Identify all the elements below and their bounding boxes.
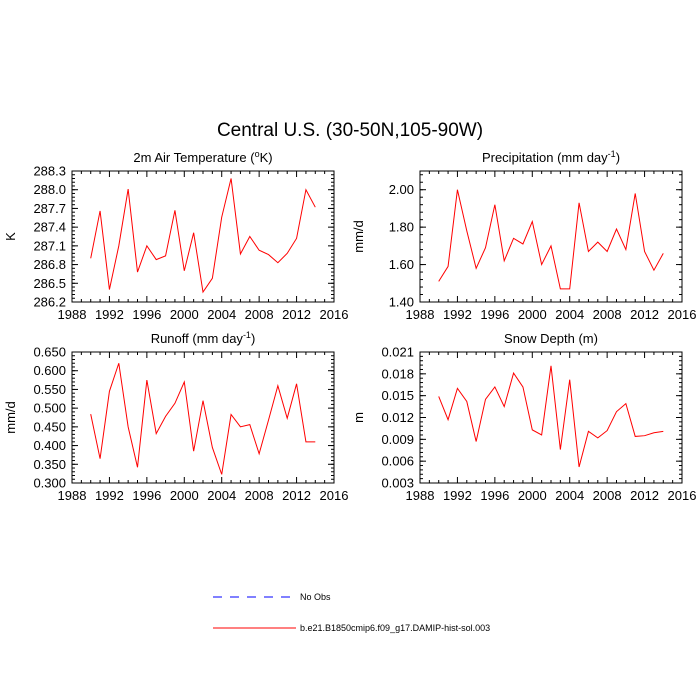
y-tick-label: 2.00 [389, 182, 414, 197]
x-tick-label: 2012 [630, 307, 659, 322]
y-tick-label: 1.60 [389, 257, 414, 272]
panel-title-suffix: K) [260, 150, 273, 165]
panel-title-text: Precipitation (mm day [482, 150, 608, 165]
y-tick-label: 0.350 [33, 457, 66, 472]
y-tick-label: 0.009 [381, 432, 414, 447]
y-axis-label: K [3, 232, 18, 241]
panel-title-text: 2m Air Temperature ( [133, 150, 255, 165]
y-tick-label: 0.500 [33, 401, 66, 416]
x-tick-label: 2000 [518, 488, 547, 503]
x-tick-label: 2008 [245, 488, 274, 503]
series-line [438, 189, 664, 290]
x-tick-label: 1996 [480, 307, 509, 322]
x-tick-label: 1988 [58, 307, 87, 322]
x-tick-label: 2004 [207, 488, 236, 503]
y-tick-label: 288.3 [33, 164, 66, 179]
x-tick-label: 2016 [320, 488, 349, 503]
panel-title: Runoff (mm day-1) [151, 330, 256, 346]
x-tick-label: 1992 [95, 307, 124, 322]
main-title: Central U.S. (30-50N,105-90W) [217, 120, 483, 141]
panels: 2m Air Temperature (oK) K 1988 1992 1996 2000… [3, 149, 696, 503]
panel-title: Snow Depth (m) [504, 331, 598, 346]
x-tick-label: 2016 [320, 307, 349, 322]
x-tick-label: 1992 [95, 488, 124, 503]
y-tick-label: 288.0 [33, 182, 66, 197]
x-tick-label: 2008 [593, 488, 622, 503]
panel-title-text: Snow Depth (m) [504, 331, 598, 346]
y-tick-label: 0.450 [33, 419, 66, 434]
x-tick-label: 1992 [443, 307, 472, 322]
y-tick-label: 0.018 [381, 366, 414, 381]
x-tick-label: 2004 [207, 307, 236, 322]
panel-title: Precipitation (mm day-1) [482, 149, 620, 165]
y-tick-label: 0.012 [381, 410, 414, 425]
x-tick-label: 2004 [555, 307, 584, 322]
y-tick-label: 0.003 [381, 476, 414, 491]
y-axis-label: mm/d [351, 220, 366, 253]
x-tick-label: 1988 [406, 307, 435, 322]
panel-1: 2m Air Temperature (oK) K 1988 1992 1996 2000… [3, 149, 348, 322]
y-tick-label: 0.015 [381, 388, 414, 403]
y-tick-label: 0.550 [33, 382, 66, 397]
x-tick-label: 1996 [132, 307, 161, 322]
x-tick-label: 2012 [630, 488, 659, 503]
y-tick-label: 287.7 [33, 201, 66, 216]
panel-title-superscript: -1 [243, 330, 251, 340]
x-tick-label: 1996 [132, 488, 161, 503]
panel-title-superscript: -1 [608, 149, 616, 159]
y-tick-label: 287.1 [33, 238, 66, 253]
x-tick-label: 2012 [282, 307, 311, 322]
y-tick-label: 0.650 [33, 345, 66, 360]
legend-label: b.e21.B1850cmip6.f09_g17.DAMIP-hist-sol.… [300, 623, 490, 633]
y-tick-label: 0.600 [33, 363, 66, 378]
panel-title-suffix: ) [251, 331, 255, 346]
legend: No Obs b.e21.B1850cmip6.f09_g17.DAMIP-his… [213, 592, 490, 633]
x-tick-label: 2004 [555, 488, 584, 503]
panel-title-superscript: o [255, 149, 260, 159]
y-tick-label: 286.2 [33, 295, 66, 310]
legend-item: No Obs [213, 592, 331, 602]
y-tick-label: 1.80 [389, 220, 414, 235]
x-tick-label: 2000 [170, 488, 199, 503]
x-tick-label: 2000 [170, 307, 199, 322]
panel-3: Runoff (mm day-1) mm/d 1988 1992 1996 2000 200… [3, 330, 348, 503]
x-tick-label: 2012 [282, 488, 311, 503]
y-tick-label: 287.4 [33, 220, 66, 235]
x-tick-label: 2000 [518, 307, 547, 322]
y-tick-label: 0.400 [33, 438, 66, 453]
panel-4: Snow Depth (m) m 1988 1992 1996 2000 2004 2008 2… [351, 331, 696, 503]
x-tick-label: 2016 [668, 488, 697, 503]
y-tick-label: 286.8 [33, 257, 66, 272]
x-tick-label: 1996 [480, 488, 509, 503]
series-line [90, 363, 316, 475]
x-tick-label: 1988 [58, 488, 87, 503]
x-tick-label: 2016 [668, 307, 697, 322]
y-tick-label: 1.40 [389, 295, 414, 310]
y-tick-label: 0.006 [381, 454, 414, 469]
series-line [438, 365, 664, 468]
x-tick-label: 2008 [245, 307, 274, 322]
panel-title-suffix: ) [616, 150, 620, 165]
series-line [90, 178, 316, 294]
panel-title: 2m Air Temperature (oK) [133, 149, 272, 165]
x-tick-label: 1992 [443, 488, 472, 503]
y-axis-label: mm/d [3, 401, 18, 434]
y-tick-label: 0.021 [381, 345, 414, 360]
legend-label: No Obs [300, 592, 331, 602]
y-tick-label: 286.5 [33, 276, 66, 291]
panel-title-text: Runoff (mm day [151, 331, 244, 346]
panel-2: Precipitation (mm day-1) mm/d 1988 1992 1996… [351, 149, 696, 322]
y-axis-label: m [351, 412, 366, 423]
y-tick-label: 0.300 [33, 476, 66, 491]
legend-item: b.e21.B1850cmip6.f09_g17.DAMIP-hist-sol.… [213, 623, 490, 633]
x-tick-label: 2008 [593, 307, 622, 322]
x-tick-label: 1988 [406, 488, 435, 503]
